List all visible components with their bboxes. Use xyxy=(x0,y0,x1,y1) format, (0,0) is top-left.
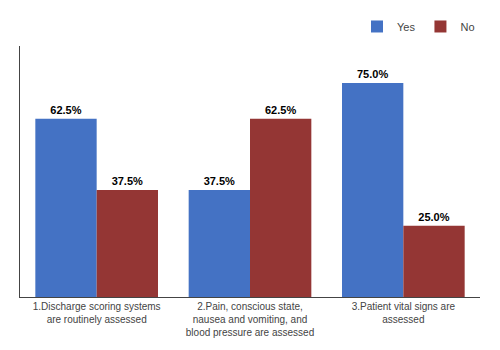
svg-text:Yes: Yes xyxy=(397,21,415,33)
svg-text:37.5%: 37.5% xyxy=(204,175,235,187)
svg-text:2.Pain, conscious state,nausea: 2.Pain, conscious state,nausea and vomit… xyxy=(186,301,314,338)
svg-text:62.5%: 62.5% xyxy=(265,104,296,116)
svg-text:75.0%: 75.0% xyxy=(357,68,388,80)
svg-text:1.Discharge scoring systemsare: 1.Discharge scoring systemsare routinely… xyxy=(33,301,161,325)
svg-text:3.Patient vital signs areasses: 3.Patient vital signs areassessed xyxy=(352,301,456,325)
svg-text:25.0%: 25.0% xyxy=(418,211,449,223)
svg-text:62.5%: 62.5% xyxy=(50,104,81,116)
svg-text:37.5%: 37.5% xyxy=(112,175,143,187)
svg-text:No: No xyxy=(460,21,474,33)
